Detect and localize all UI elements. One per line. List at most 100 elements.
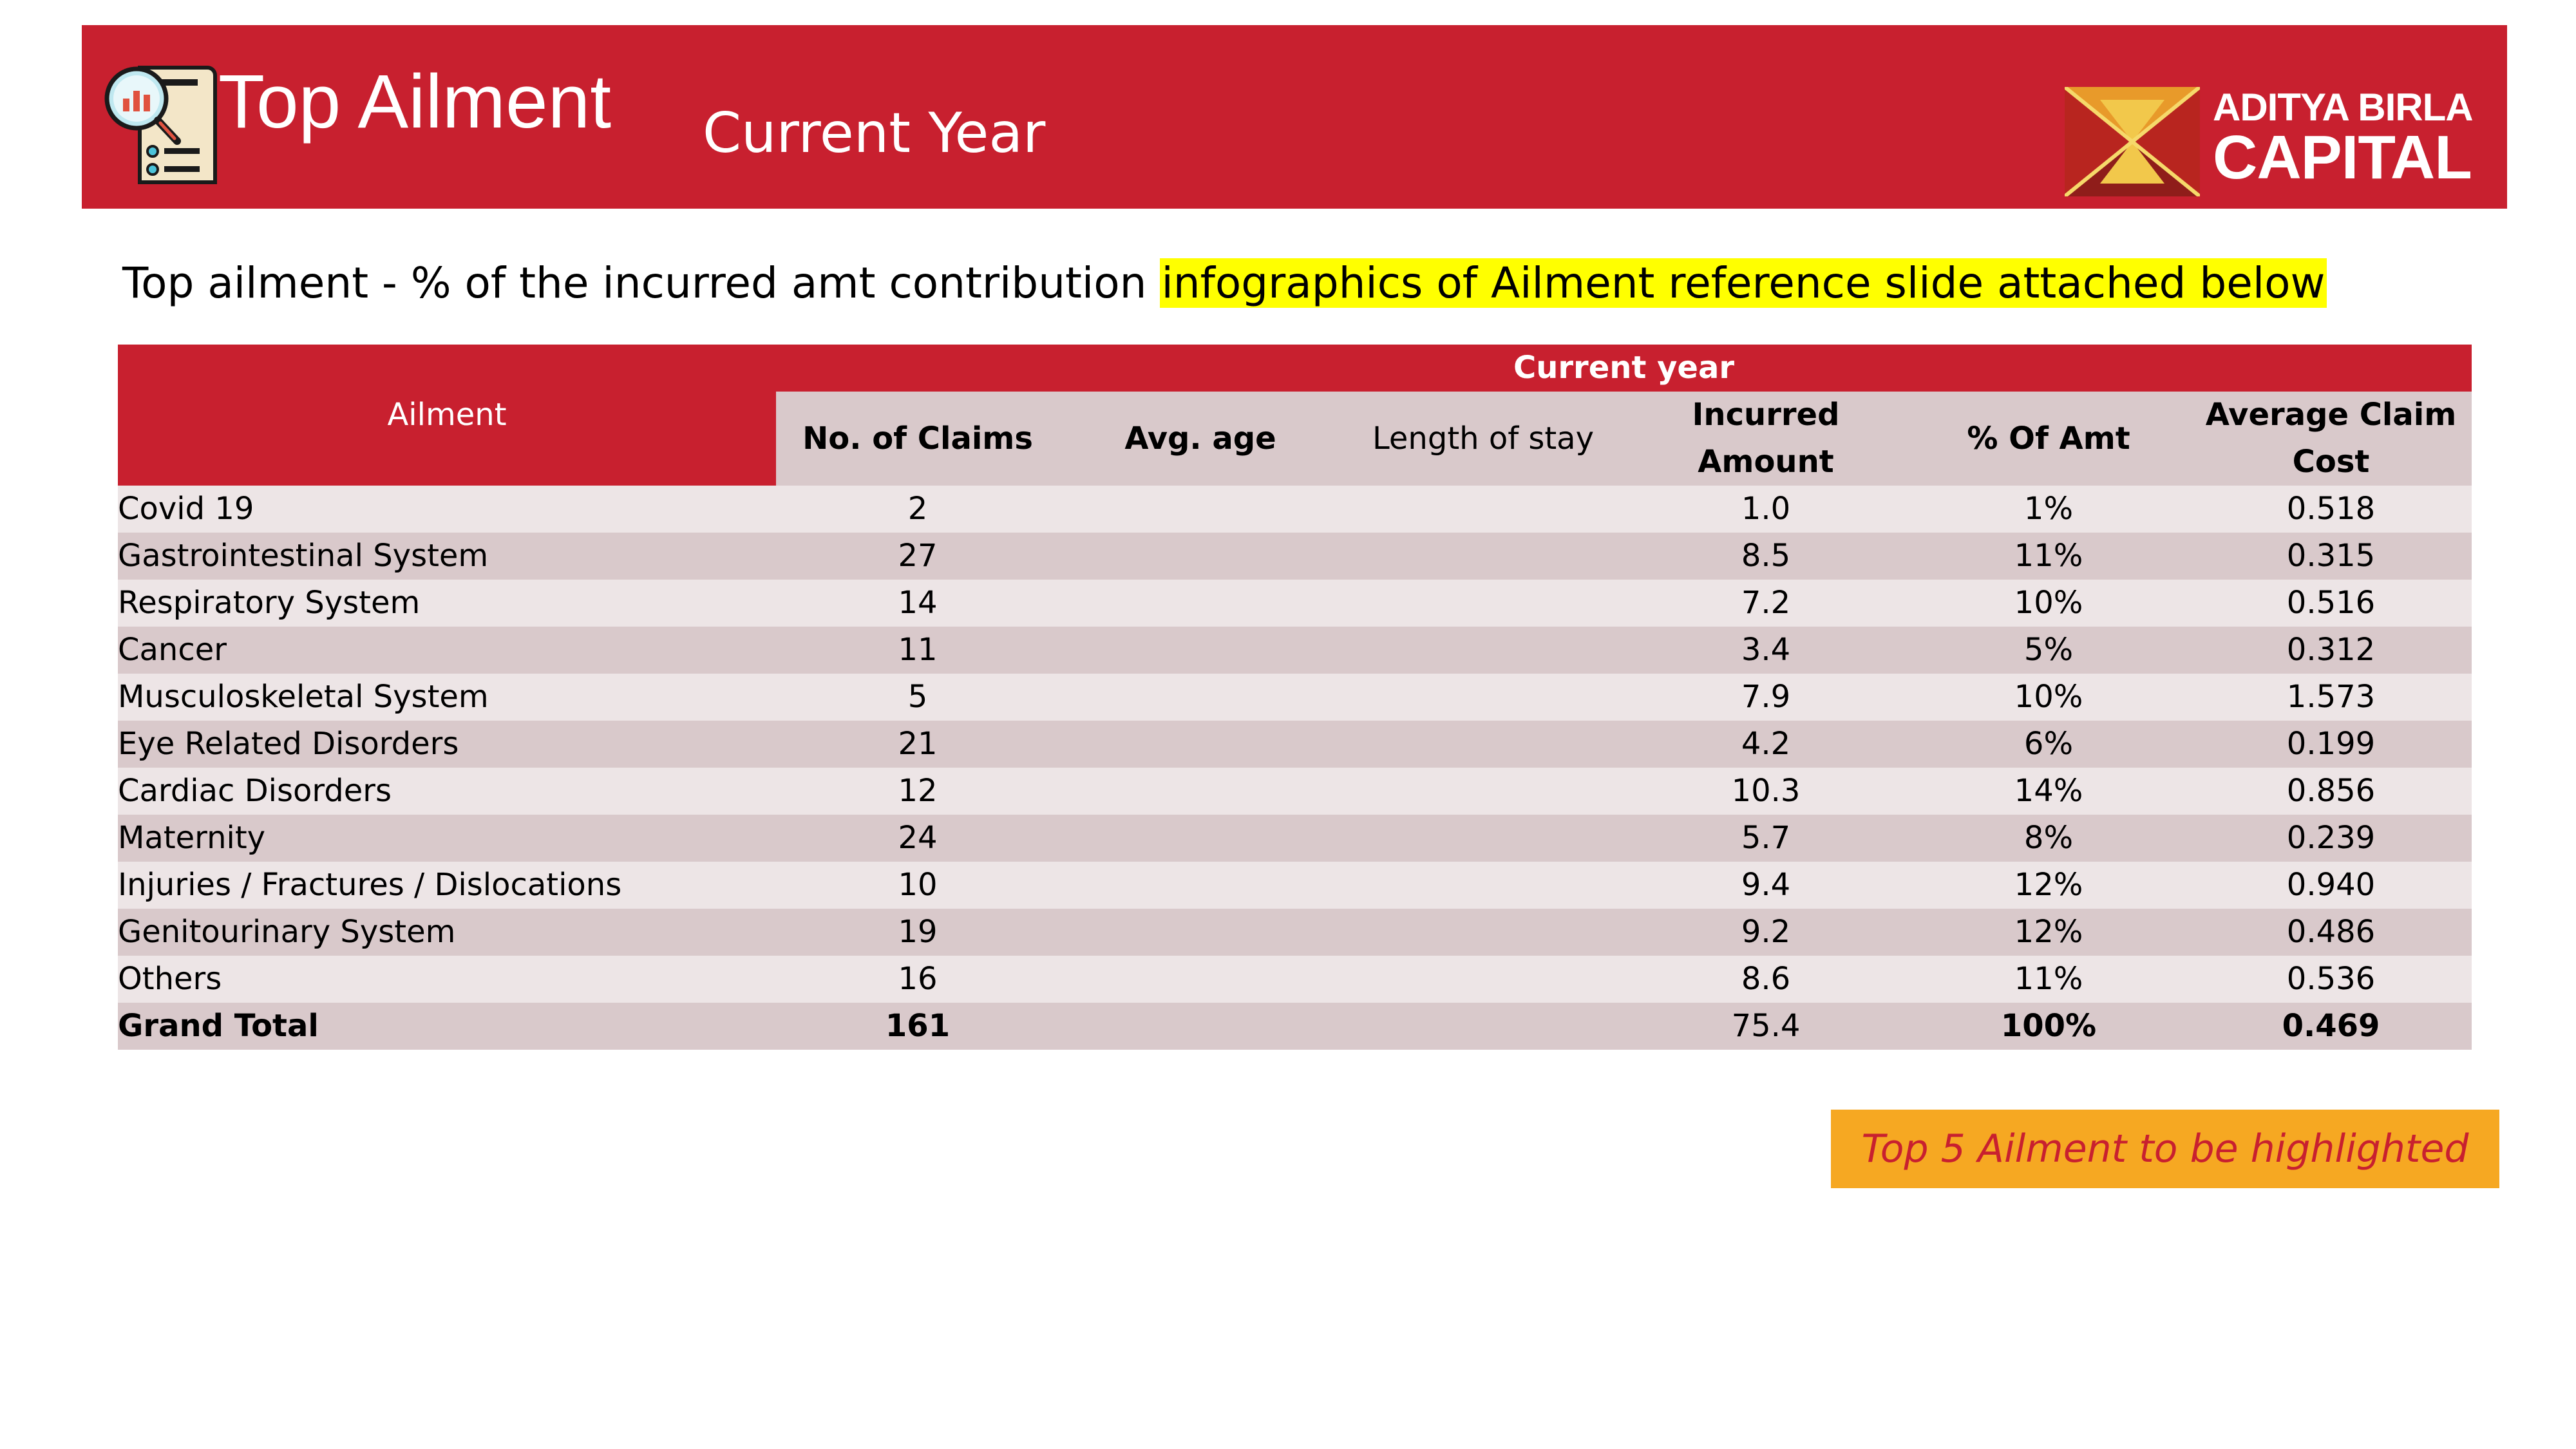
col-header-pct-amt: % Of Amt	[1907, 392, 2190, 486]
cell-total-incurred: 75.4	[1625, 1003, 1907, 1050]
cell-claims: 27	[776, 533, 1059, 580]
report-magnifier-icon	[101, 61, 217, 190]
cell-avg-age	[1059, 956, 1341, 1003]
cell-avg-claim-cost: 0.312	[2190, 627, 2472, 674]
table-row: Musculoskeletal System 5 7.9 10% 1.573	[118, 674, 2472, 721]
cell-avg-claim-cost: 1.573	[2190, 674, 2472, 721]
cell-incurred: 9.2	[1625, 909, 1907, 956]
cell-avg-age	[1059, 768, 1341, 815]
cell-ailment: Maternity	[118, 815, 776, 862]
cell-claims: 5	[776, 674, 1059, 721]
intro-text: Top ailment - % of the incurred amt cont…	[122, 252, 2327, 314]
cell-avg-claim-cost: 0.518	[2190, 486, 2472, 533]
table-row: Cardiac Disorders 12 10.3 14% 0.856	[118, 768, 2472, 815]
total-row: Grand Total 161 75.4 100% 0.469	[118, 1003, 2472, 1050]
cell-ailment: Cardiac Disorders	[118, 768, 776, 815]
logo-text-line1: ADITYA BIRLA	[2213, 86, 2474, 129]
cell-length-of-stay	[1341, 815, 1625, 862]
cell-pct-amt: 12%	[1907, 909, 2190, 956]
cell-pct-amt: 11%	[1907, 956, 2190, 1003]
cell-ailment: Cancer	[118, 627, 776, 674]
table-row: Cancer 11 3.4 5% 0.312	[118, 627, 2472, 674]
intro-highlight: infographics of Ailment reference slide …	[1160, 258, 2327, 308]
cell-length-of-stay	[1341, 533, 1625, 580]
logo-mark-icon	[2063, 85, 2201, 198]
col-header-length-of-stay: Length of stay	[1341, 392, 1625, 486]
cell-total-label: Grand Total	[118, 1003, 776, 1050]
cell-avg-claim-cost: 0.940	[2190, 862, 2472, 909]
cell-total-avg-claim-cost: 0.469	[2190, 1003, 2472, 1050]
logo-text-line2: CAPITAL	[2213, 123, 2472, 192]
cell-pct-amt: 14%	[1907, 768, 2190, 815]
cell-incurred: 8.5	[1625, 533, 1907, 580]
cell-ailment: Genitourinary System	[118, 909, 776, 956]
cell-pct-amt: 11%	[1907, 533, 2190, 580]
col-header-incurred: Incurred Amount	[1625, 392, 1907, 486]
cell-avg-age	[1059, 486, 1341, 533]
cell-avg-claim-cost: 0.486	[2190, 909, 2472, 956]
cell-ailment: Respiratory System	[118, 580, 776, 627]
cell-ailment: Gastrointestinal System	[118, 533, 776, 580]
cell-claims: 12	[776, 768, 1059, 815]
page-title: Top Ailment	[218, 59, 611, 144]
col-header-ailment: Ailment	[118, 345, 776, 486]
table-row: Respiratory System 14 7.2 10% 0.516	[118, 580, 2472, 627]
cell-pct-amt: 8%	[1907, 815, 2190, 862]
highlight-callout: Top 5 Ailment to be highlighted	[1831, 1110, 2499, 1188]
cell-ailment: Injuries / Fractures / Dislocations	[118, 862, 776, 909]
group-header-current-year: Current year	[776, 345, 2472, 392]
cell-incurred: 4.2	[1625, 721, 1907, 768]
table-row: Others 16 8.6 11% 0.536	[118, 956, 2472, 1003]
cell-avg-age	[1059, 721, 1341, 768]
cell-incurred: 3.4	[1625, 627, 1907, 674]
cell-length-of-stay	[1341, 627, 1625, 674]
col-header-claims: No. of Claims	[776, 392, 1059, 486]
cell-avg-claim-cost: 0.315	[2190, 533, 2472, 580]
cell-incurred: 8.6	[1625, 956, 1907, 1003]
cell-pct-amt: 5%	[1907, 627, 2190, 674]
cell-claims: 19	[776, 909, 1059, 956]
cell-total-length-of-stay	[1341, 1003, 1625, 1050]
col-header-avg-claim-cost: Average Claim Cost	[2190, 392, 2472, 486]
cell-claims: 21	[776, 721, 1059, 768]
cell-avg-claim-cost: 0.856	[2190, 768, 2472, 815]
cell-incurred: 5.7	[1625, 815, 1907, 862]
cell-length-of-stay	[1341, 909, 1625, 956]
intro-plain: Top ailment - % of the incurred amt cont…	[122, 258, 1160, 308]
cell-claims: 11	[776, 627, 1059, 674]
cell-claims: 24	[776, 815, 1059, 862]
cell-length-of-stay	[1341, 721, 1625, 768]
cell-pct-amt: 12%	[1907, 862, 2190, 909]
cell-pct-amt: 10%	[1907, 674, 2190, 721]
cell-avg-age	[1059, 674, 1341, 721]
cell-ailment: Eye Related Disorders	[118, 721, 776, 768]
cell-claims: 2	[776, 486, 1059, 533]
cell-avg-age	[1059, 533, 1341, 580]
cell-length-of-stay	[1341, 674, 1625, 721]
table-row: Covid 19 2 1.0 1% 0.518	[118, 486, 2472, 533]
cell-incurred: 7.9	[1625, 674, 1907, 721]
cell-length-of-stay	[1341, 768, 1625, 815]
cell-ailment: Covid 19	[118, 486, 776, 533]
cell-incurred: 10.3	[1625, 768, 1907, 815]
page-subtitle: Current Year	[703, 101, 1046, 166]
table-row: Injuries / Fractures / Dislocations 10 9…	[118, 862, 2472, 909]
ailment-table: Ailment Current year No. of Claims Avg. …	[118, 345, 2472, 1050]
table-row: Gastrointestinal System 27 8.5 11% 0.315	[118, 533, 2472, 580]
cell-pct-amt: 6%	[1907, 721, 2190, 768]
cell-length-of-stay	[1341, 956, 1625, 1003]
cell-length-of-stay	[1341, 862, 1625, 909]
cell-claims: 16	[776, 956, 1059, 1003]
company-logo: ADITYA BIRLA CAPITAL	[2063, 85, 2474, 198]
cell-avg-age	[1059, 627, 1341, 674]
cell-avg-age	[1059, 580, 1341, 627]
cell-avg-claim-cost: 0.199	[2190, 721, 2472, 768]
cell-claims: 10	[776, 862, 1059, 909]
cell-avg-age	[1059, 815, 1341, 862]
cell-ailment: Musculoskeletal System	[118, 674, 776, 721]
cell-incurred: 9.4	[1625, 862, 1907, 909]
cell-total-claims: 161	[776, 1003, 1059, 1050]
cell-avg-claim-cost: 0.516	[2190, 580, 2472, 627]
cell-ailment: Others	[118, 956, 776, 1003]
cell-total-avg-age	[1059, 1003, 1341, 1050]
